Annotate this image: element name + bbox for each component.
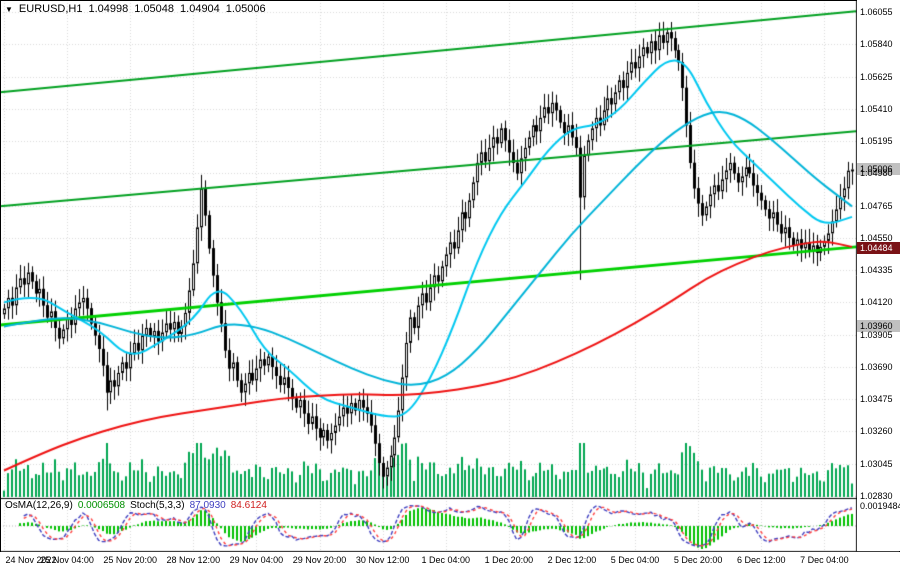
stoch-d-value: 84.6124 [230,500,267,511]
price-tick: 1.03690 [860,361,893,372]
price-tick: 1.04550 [860,232,893,243]
time-tick: 1 Dec 20:00 [484,555,534,565]
open-value: 1.04998 [88,3,129,15]
time-axis[interactable]: 24 Nov 2022 25 Nov 04:00 25 Nov 20:00 28 No… [0,552,900,571]
price-tick: 1.02830 [860,491,893,501]
price-tick: 1.06055 [860,7,893,17]
time-tick: 7 Dec 04:00 [800,555,849,565]
price-tick: 1.03260 [860,426,893,437]
time-tick: 28 Nov 12:00 [166,555,221,565]
price-tick: 1.05840 [860,39,893,50]
close-value: 1.05006 [225,3,266,15]
price-tick: 1.05625 [860,71,893,82]
time-tick: 6 Dec 12:00 [737,555,786,565]
window-collapse-icon[interactable]: ▼ [5,5,13,14]
price-axis[interactable]: 1.05006 1.04484 1.03960 1.06055 1.05840 1.… [857,0,900,551]
price-tick: 1.05195 [860,136,893,147]
stoch-k-value: 87.0930 [189,500,226,511]
time-tick: 2 Dec 12:00 [547,555,597,565]
low-value: 1.04904 [180,3,220,15]
price-tick: 1.04120 [860,297,893,308]
stoch-label: Stoch(5,3,3) [130,500,185,511]
price-tick: 1.04765 [860,200,893,211]
time-tick: 5 Dec 20:00 [673,555,723,565]
indicator-scale-label: 0.0019484 [860,501,900,511]
bid-price-marker: 1.05006 [857,163,900,176]
osma-value: 0.0006508 [77,500,126,511]
price-tick: 1.03475 [860,394,893,405]
time-tick: 24 Nov 2022 [5,555,57,565]
time-tick: 1 Dec 04:00 [421,555,470,565]
support-level-marker: 1.04484 [857,241,900,254]
price-tick: 1.03905 [860,329,893,340]
symbol-timeframe-label: EURUSD,H1 [18,3,83,15]
ohlc-header: ▼ EURUSD,H1 1.04998 1.05048 1.04904 1.05006 [5,3,272,15]
high-value: 1.05048 [134,3,175,15]
osma-label: OsMA(12,26,9) [5,500,73,511]
price-tick: 1.05410 [860,103,893,114]
time-tick: 29 Nov 20:00 [292,555,347,565]
time-tick: 5 Dec 04:00 [610,555,660,565]
time-tick: 25 Nov 20:00 [103,555,157,565]
aux-level-marker: 1.03960 [857,320,900,333]
indicator-header: OsMA(12,26,9) 0.0006508 Stoch(5,3,3) 87.093… [5,500,272,511]
price-tick: 1.04980 [860,168,893,179]
price-tick: 1.04335 [860,265,893,276]
time-tick: 29 Nov 04:00 [229,555,284,565]
time-tick: 30 Nov 12:00 [355,555,410,565]
time-tick: 25 Nov 04:00 [40,555,94,565]
price-tick: 1.03045 [860,458,893,469]
